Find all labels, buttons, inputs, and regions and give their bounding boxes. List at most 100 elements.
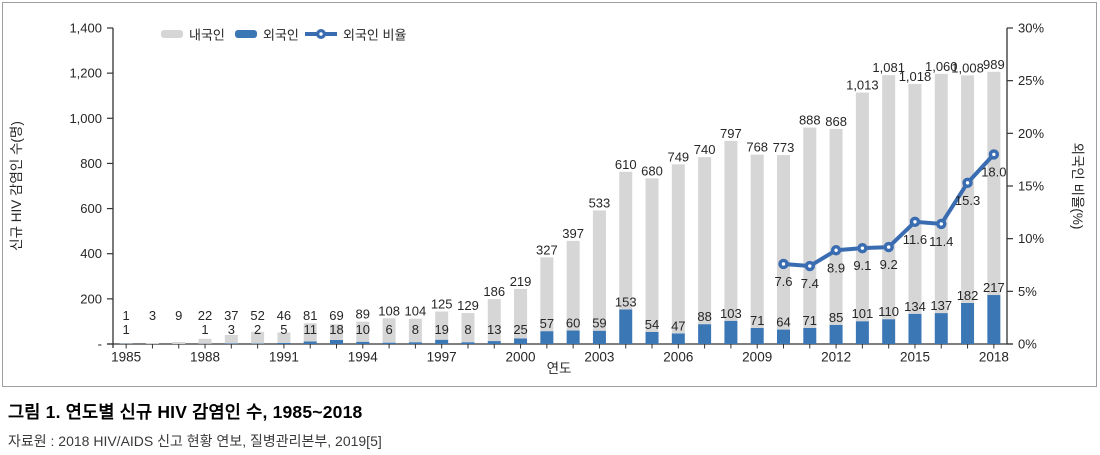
bar-domestic xyxy=(224,334,238,344)
right-tick-label: 0% xyxy=(1018,337,1037,352)
bar-domestic xyxy=(514,288,528,339)
bar-domestic xyxy=(961,75,975,303)
bar-domestic xyxy=(382,318,396,343)
bar-label-domestic: 1,013 xyxy=(846,78,879,93)
bar-label-domestic: 610 xyxy=(615,157,637,172)
bar-domestic xyxy=(908,83,922,314)
bar-label-domestic: 108 xyxy=(378,303,400,318)
bar-label-domestic: 22 xyxy=(198,308,212,323)
ratio-marker-center xyxy=(808,264,812,268)
bar-foreign xyxy=(330,339,343,344)
bar-domestic xyxy=(724,140,738,321)
bar-label-foreign: 3 xyxy=(228,322,235,337)
x-tick-label: 2000 xyxy=(506,350,536,365)
right-tick-label: 25% xyxy=(1018,73,1044,88)
plot-area: 1,4001,2001,000800600400200-30%25%20%15%… xyxy=(69,21,1044,365)
bar-domestic xyxy=(172,341,186,344)
x-tick-label: 2009 xyxy=(742,350,772,365)
bar-label-foreign: 137 xyxy=(930,298,952,313)
bar-label-foreign: 88 xyxy=(697,309,711,324)
figure-source: 자료원 : 2018 HIV/AIDS 신고 현황 연보, 질병관리본부, 20… xyxy=(8,433,382,449)
bar-domestic xyxy=(251,331,265,344)
bar-domestic xyxy=(698,157,712,325)
bar-label-foreign: 13 xyxy=(487,322,501,337)
bar-label-domestic: 327 xyxy=(536,242,558,257)
bar-domestic xyxy=(145,343,159,344)
bar-foreign xyxy=(961,302,975,344)
bar-label-foreign: 8 xyxy=(464,322,471,337)
bar-label-domestic: 186 xyxy=(483,284,505,299)
bar-label-domestic: 1 xyxy=(123,308,130,323)
hiv-infections-chart: 1,4001,2001,000800600400200-30%25%20%15%… xyxy=(9,21,1085,377)
bar-domestic xyxy=(750,154,764,328)
bar-label-foreign: 54 xyxy=(645,317,659,332)
bar-label-domestic: 797 xyxy=(720,126,742,141)
x-tick-label: 1985 xyxy=(111,350,141,365)
bar-domestic xyxy=(198,338,212,344)
right-tick-label: 20% xyxy=(1018,126,1044,141)
bar-domestic xyxy=(303,323,317,342)
bar-foreign xyxy=(303,341,317,344)
bar-label-domestic: 52 xyxy=(250,308,264,323)
x-tick-label: 2018 xyxy=(979,350,1009,365)
bar-label-foreign: 101 xyxy=(852,306,874,321)
x-tick-label: 2003 xyxy=(584,350,614,365)
bar-foreign xyxy=(540,331,554,344)
legend-label-foreign: 외국인 xyxy=(263,28,299,43)
ratio-label: 11.4 xyxy=(929,234,953,249)
left-tick-label: 400 xyxy=(80,246,102,261)
left-tick-label: - xyxy=(98,337,102,352)
bar-domestic xyxy=(829,128,843,325)
ratio-marker-center xyxy=(913,220,917,224)
right-tick-label: 15% xyxy=(1018,179,1044,194)
legend-label-domestic: 내국인 xyxy=(189,28,225,43)
bar-foreign xyxy=(382,342,396,344)
bar-domestic xyxy=(855,92,869,322)
bar-label-foreign: 153 xyxy=(615,294,637,309)
bar-label-foreign: 18 xyxy=(329,322,343,337)
right-tick-label: 10% xyxy=(1018,231,1044,246)
x-tick-label: 2012 xyxy=(821,350,851,365)
bar-label-foreign: 25 xyxy=(513,322,527,337)
ratio-label: 8.9 xyxy=(827,260,845,275)
bar-label-domestic: 680 xyxy=(641,163,663,178)
bar-domestic xyxy=(487,299,501,342)
x-axis-title: 연도 xyxy=(547,361,572,376)
bar-domestic xyxy=(803,127,817,328)
bar-label-domestic: 749 xyxy=(667,149,689,164)
bar-label-foreign: 64 xyxy=(776,315,790,330)
bar-foreign xyxy=(882,319,896,344)
bar-domestic xyxy=(408,318,422,343)
ratio-label: 7.6 xyxy=(774,274,792,289)
bar-domestic xyxy=(882,75,896,320)
ratio-marker-center xyxy=(860,246,865,250)
bar-domestic xyxy=(645,178,659,332)
left-tick-label: 1,000 xyxy=(69,111,102,126)
bar-label-foreign: 134 xyxy=(904,299,926,314)
bar-label-domestic: 129 xyxy=(457,298,479,313)
bar-foreign xyxy=(277,342,291,344)
bar-label-foreign: 182 xyxy=(957,288,979,303)
bar-domestic xyxy=(356,321,370,342)
bar-domestic xyxy=(777,155,790,330)
bar-foreign xyxy=(803,327,817,344)
bar-label-domestic: 46 xyxy=(277,308,291,323)
bar-label-foreign: 57 xyxy=(540,316,554,331)
bar-foreign xyxy=(619,309,633,344)
bar-label-foreign: 2 xyxy=(254,322,261,337)
bar-label-foreign: 103 xyxy=(720,306,742,321)
bar-label-domestic: 9 xyxy=(175,308,182,323)
bar-label-domestic: 740 xyxy=(694,142,716,157)
ratio-marker-center xyxy=(886,245,891,249)
bar-label-foreign: 19 xyxy=(434,322,448,337)
ratio-marker-center xyxy=(965,181,970,185)
bar-domestic xyxy=(619,171,633,310)
bar-label-domestic: 104 xyxy=(405,304,427,319)
bar-domestic xyxy=(330,324,343,340)
left-tick-label: 1,400 xyxy=(69,21,102,36)
legend-swatch-foreign-icon xyxy=(235,30,257,38)
bar-foreign xyxy=(777,329,790,344)
right-tick-label: 30% xyxy=(1018,21,1044,36)
left-tick-label: 1,200 xyxy=(69,66,102,81)
bar-domestic xyxy=(461,313,475,343)
